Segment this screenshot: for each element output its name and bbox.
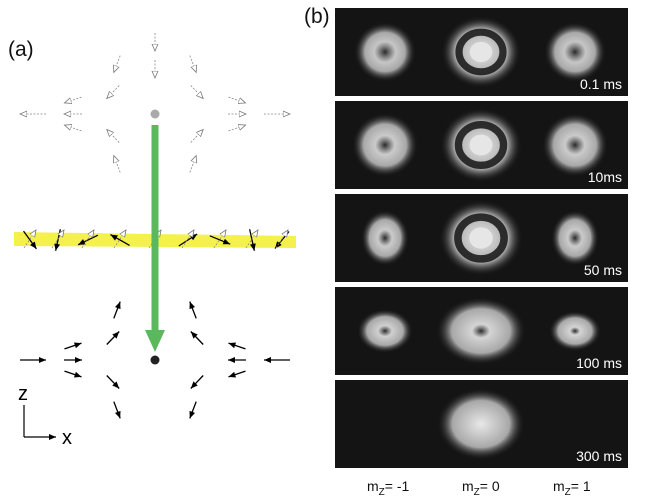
field-arrow [245, 230, 258, 249]
column-label-mz-0: mZ= 0 [462, 478, 500, 498]
dark-ring [455, 28, 507, 76]
field-arrow [228, 96, 245, 103]
field-arrow [64, 96, 82, 103]
field-arrow [64, 342, 82, 350]
cloud-hole [565, 135, 585, 155]
axis-z-label: z [18, 383, 28, 405]
top-quadrupole-field [20, 33, 290, 173]
axis-indicator [23, 405, 56, 440]
field-arrow [64, 370, 82, 378]
time-label-4: 100 ms [576, 355, 622, 371]
field-arrow [189, 156, 196, 173]
cloud-hole [567, 229, 583, 247]
cloud-hole [375, 135, 395, 155]
field-zero-bottom [150, 355, 160, 365]
column-label-mz-plus-1: mZ= 1 [553, 478, 591, 498]
transition-arrowhead [145, 330, 165, 352]
field-arrow [228, 125, 245, 132]
field-arrow [189, 401, 197, 419]
field-arrow [209, 235, 231, 245]
field-arrow [106, 375, 120, 389]
panel-a-label: (a) [8, 38, 34, 61]
panel-b-label: (b) [304, 5, 330, 28]
cloud-hole [472, 324, 490, 338]
time-label-1: 0.1 ms [579, 76, 622, 92]
field-arrow [107, 85, 120, 98]
frame-row-3: 50 ms [335, 194, 628, 282]
bright-core [469, 41, 493, 63]
field-arrow [275, 230, 288, 249]
field-arrow [213, 230, 226, 249]
bright-core [469, 134, 493, 156]
field-zero-top [150, 109, 160, 119]
field-arrow [106, 331, 120, 345]
dark-ring [454, 213, 508, 263]
time-label-5: 300 ms [576, 448, 622, 464]
cloud-hole [564, 41, 586, 63]
bottom-quadrupole-field [20, 279, 290, 419]
dark-ring [454, 120, 508, 170]
field-arrow [190, 85, 203, 98]
middle-spin-texture [23, 229, 290, 251]
field-arrow [181, 230, 194, 249]
field-arrow [190, 129, 203, 143]
bright-core [469, 227, 493, 249]
field-arrow [77, 234, 99, 246]
field-arrow [113, 401, 121, 419]
column-label-mz-minus-1: mZ= -1 [367, 478, 410, 498]
axis-x-label: x [62, 427, 72, 449]
frame-row-2: 10ms [335, 101, 628, 189]
time-label-3: 50 ms [583, 262, 622, 278]
field-arrow [189, 55, 196, 73]
field-arrow [189, 301, 197, 319]
field-arrow [113, 230, 126, 249]
frame-row-4: 100 ms [335, 287, 628, 375]
field-arrow [107, 129, 120, 143]
frame-image-1 [354, 16, 606, 88]
time-label-2: 10ms [587, 169, 622, 185]
atom-cloud [437, 388, 525, 460]
field-arrow [64, 125, 82, 132]
field-arrow [23, 230, 37, 250]
frame-row-1: 0.1 ms [335, 8, 628, 96]
field-arrow [114, 55, 121, 73]
frame-image-5 [437, 388, 525, 460]
frame-image-4 [357, 297, 601, 365]
frame-image-2 [352, 108, 608, 182]
cloud-hole [377, 229, 393, 247]
field-arrow [190, 375, 204, 389]
field-arrow [190, 331, 204, 345]
field-arrow [228, 342, 246, 350]
cloud-hole [378, 325, 392, 337]
field-arrow [81, 230, 94, 249]
cloud-hole [374, 41, 396, 63]
field-arrow [228, 370, 246, 378]
cloud-hole [569, 327, 581, 335]
spin-texture-diagram: z x [14, 33, 296, 449]
field-arrow [110, 234, 130, 246]
field-arrow [114, 156, 121, 173]
frame-image-3 [361, 200, 599, 276]
field-arrow [249, 229, 256, 251]
frame-row-5: 300 ms [335, 380, 628, 468]
field-arrow [51, 230, 64, 249]
field-arrow [23, 230, 36, 249]
field-arrow [113, 301, 121, 319]
